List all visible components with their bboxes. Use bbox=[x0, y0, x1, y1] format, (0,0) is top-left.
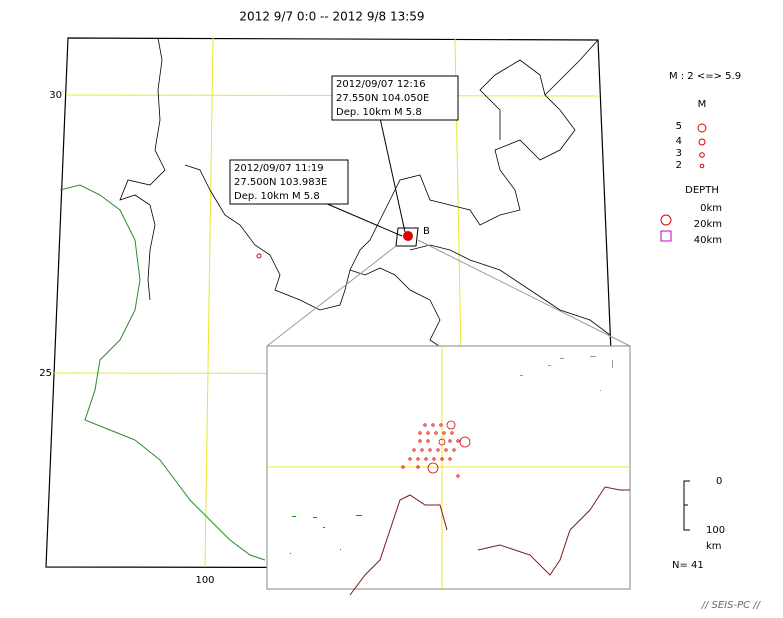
scale-unit: km bbox=[706, 541, 722, 552]
callout-box bbox=[229, 159, 349, 205]
event-marker bbox=[256, 253, 262, 259]
legend-symbol bbox=[698, 138, 706, 146]
quake bbox=[416, 465, 420, 469]
zoom-label: B bbox=[423, 226, 430, 237]
legend-label: 40km bbox=[694, 235, 722, 246]
quake bbox=[427, 462, 439, 474]
quake bbox=[416, 457, 420, 461]
quake bbox=[450, 431, 454, 435]
quake bbox=[448, 439, 452, 443]
quake bbox=[459, 436, 471, 448]
scale-label: 100 bbox=[706, 525, 725, 536]
legend-symbol bbox=[660, 214, 672, 226]
quake bbox=[440, 457, 444, 461]
legend-symbol bbox=[699, 152, 705, 158]
title: 2012 9/7 0:0 -- 2012 9/8 13:59 bbox=[239, 10, 424, 24]
quake bbox=[420, 448, 424, 452]
coast-dots bbox=[290, 515, 362, 554]
callout-text: 27.500N 103.983E bbox=[234, 177, 327, 188]
legend-symbol bbox=[699, 163, 705, 169]
legend-range: M : 2 <=> 5.9 bbox=[669, 71, 741, 82]
quake bbox=[436, 448, 440, 452]
quake bbox=[412, 448, 416, 452]
quake bbox=[426, 439, 430, 443]
inset-border bbox=[477, 486, 630, 576]
callout-leader bbox=[379, 117, 406, 233]
quake bbox=[432, 457, 436, 461]
event-count: N= 41 bbox=[672, 560, 704, 571]
quake bbox=[418, 431, 422, 435]
legend-title: M bbox=[698, 99, 707, 110]
quake bbox=[426, 431, 430, 435]
callout-leader bbox=[324, 202, 403, 237]
inset-dots bbox=[520, 356, 613, 391]
province-border bbox=[119, 37, 166, 301]
quake bbox=[456, 439, 460, 443]
quake bbox=[434, 431, 438, 435]
legend-label: 0km bbox=[700, 203, 722, 214]
quake bbox=[423, 423, 427, 427]
inset-connector bbox=[417, 239, 631, 347]
callout-text: 2012/09/07 12:16 bbox=[336, 79, 426, 90]
quake bbox=[401, 465, 405, 469]
legend-label: 20km bbox=[694, 219, 722, 230]
callout-text: Dep. 10km M 5.8 bbox=[234, 191, 320, 202]
callout-text: Dep. 10km M 5.8 bbox=[336, 107, 422, 118]
legend-label: 3 bbox=[676, 148, 682, 159]
scale-label: 0 bbox=[716, 476, 722, 487]
province-border bbox=[544, 39, 599, 96]
legend-label: 2 bbox=[676, 160, 682, 171]
quake bbox=[442, 431, 446, 435]
legend-symbol bbox=[660, 230, 672, 242]
quake bbox=[456, 474, 460, 478]
inset-connector bbox=[266, 245, 397, 347]
callout-text: 2012/09/07 11:19 bbox=[234, 163, 324, 174]
quake bbox=[439, 423, 443, 427]
quake bbox=[424, 457, 428, 461]
quake bbox=[452, 448, 456, 452]
lat-label: 30 bbox=[49, 90, 62, 101]
quake bbox=[444, 448, 448, 452]
footer: // SEIS-PC // bbox=[701, 600, 762, 611]
quake bbox=[408, 457, 412, 461]
quake bbox=[446, 420, 456, 430]
quake bbox=[428, 448, 432, 452]
province-border bbox=[409, 244, 611, 336]
quake bbox=[431, 423, 435, 427]
lon-label: 100 bbox=[195, 575, 214, 586]
quake bbox=[438, 438, 446, 446]
lat-label: 25 bbox=[39, 368, 52, 379]
inset bbox=[266, 345, 631, 596]
legend-title: DEPTH bbox=[685, 185, 719, 196]
quake bbox=[448, 457, 452, 461]
coastline bbox=[59, 184, 266, 561]
event-cluster bbox=[403, 231, 413, 241]
quake bbox=[418, 439, 422, 443]
callout-box bbox=[331, 75, 459, 121]
quake-group bbox=[401, 420, 471, 478]
legend-label: 4 bbox=[676, 136, 682, 147]
inset-border bbox=[349, 494, 448, 596]
province-border bbox=[184, 59, 576, 311]
grid-line bbox=[204, 37, 214, 568]
callout-text: 27.550N 104.050E bbox=[336, 93, 429, 104]
zoom-box bbox=[395, 227, 419, 247]
legend-label: 5 bbox=[676, 121, 682, 132]
legend-symbol bbox=[697, 123, 707, 133]
province-border bbox=[349, 267, 446, 351]
